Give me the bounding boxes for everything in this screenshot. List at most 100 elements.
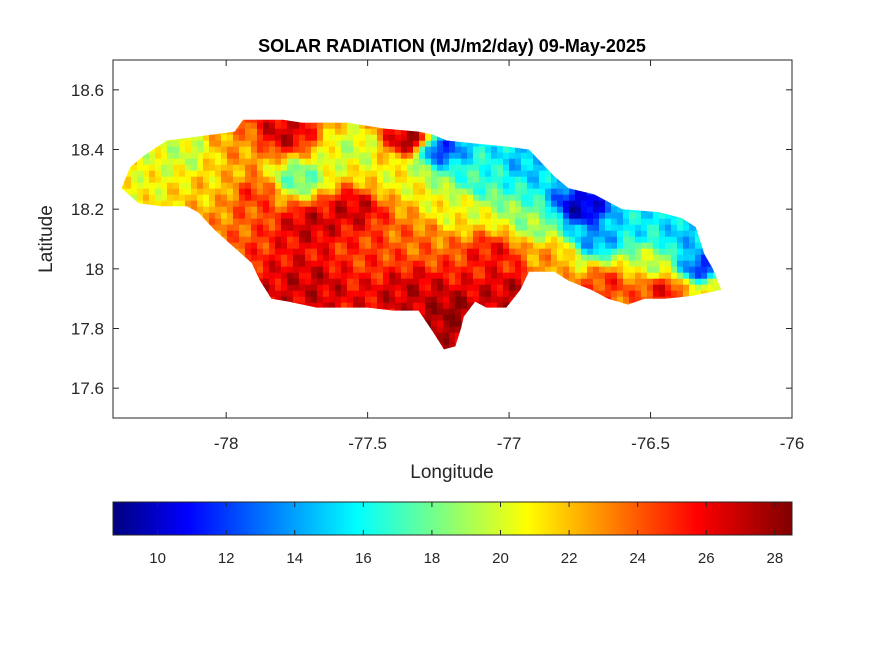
radiation-cell — [455, 242, 462, 250]
radiation-cell — [323, 140, 330, 148]
radiation-cell — [449, 302, 456, 310]
radiation-cell — [587, 224, 594, 232]
radiation-cell — [455, 260, 462, 268]
radiation-cell — [527, 200, 534, 208]
radiation-cell — [317, 188, 324, 196]
radiation-cell — [233, 152, 240, 160]
radiation-cell — [431, 218, 438, 226]
radiation-cell — [497, 206, 504, 214]
radiation-cell — [353, 224, 360, 232]
radiation-cell — [623, 230, 630, 238]
radiation-cell — [659, 284, 666, 292]
radiation-cell — [311, 182, 318, 190]
radiation-cell — [497, 158, 504, 166]
radiation-cell — [485, 158, 492, 166]
radiation-cell — [323, 224, 330, 232]
radiation-cell — [443, 308, 450, 316]
radiation-cell — [455, 212, 462, 220]
radiation-cell — [293, 134, 300, 142]
radiation-cell — [335, 170, 342, 178]
radiation-cell — [437, 230, 444, 238]
radiation-cell — [353, 248, 360, 256]
radiation-cell — [641, 260, 648, 268]
radiation-cell — [611, 218, 618, 226]
radiation-cell — [149, 176, 156, 184]
radiation-cell — [647, 236, 654, 244]
radiation-cell — [389, 188, 396, 196]
radiation-cell — [275, 212, 282, 220]
radiation-cell — [593, 278, 600, 286]
radiation-cell — [431, 278, 438, 286]
radiation-cell — [353, 236, 360, 244]
radiation-cell — [383, 212, 390, 220]
radiation-cell — [281, 290, 288, 298]
colorbar-tick-label: 26 — [698, 550, 715, 567]
radiation-cell — [347, 278, 354, 286]
radiation-cell — [365, 182, 372, 190]
radiation-cell — [239, 119, 246, 124]
radiation-cell — [587, 230, 594, 238]
radiation-cell — [389, 254, 396, 262]
radiation-cell — [623, 248, 630, 256]
radiation-cell — [299, 272, 306, 280]
radiation-cell — [215, 182, 222, 190]
radiation-cell — [557, 194, 564, 202]
radiation-cell — [383, 164, 390, 172]
radiation-cell — [623, 278, 630, 286]
radiation-cell — [353, 290, 360, 298]
radiation-cell — [305, 236, 312, 244]
radiation-cell — [305, 158, 312, 166]
y-tick-label: 17.6 — [71, 379, 104, 398]
radiation-cell — [395, 188, 402, 196]
radiation-cell — [365, 224, 372, 232]
radiation-cell — [245, 254, 252, 262]
radiation-cell — [575, 230, 582, 238]
radiation-cell — [341, 188, 348, 196]
radiation-cell — [425, 260, 432, 268]
radiation-cell — [485, 224, 492, 232]
radiation-cell — [443, 158, 450, 166]
radiation-cell — [653, 272, 660, 280]
radiation-cell — [299, 206, 306, 214]
radiation-cell — [347, 134, 354, 142]
radiation-cell — [215, 212, 222, 220]
radiation-cell — [515, 206, 522, 214]
radiation-cell — [401, 140, 408, 148]
radiation-cell — [245, 206, 252, 214]
radiation-cell — [323, 194, 330, 202]
radiation-cell — [233, 128, 240, 136]
radiation-cell — [395, 206, 402, 214]
radiation-cell — [665, 290, 672, 298]
radiation-cell — [125, 188, 132, 196]
radiation-cell — [281, 140, 288, 148]
radiation-cell — [563, 194, 570, 202]
radiation-cell — [497, 212, 504, 220]
radiation-cell — [269, 248, 276, 256]
radiation-cell — [179, 200, 186, 208]
radiation-cell — [161, 146, 168, 154]
radiation-cell — [293, 164, 300, 172]
radiation-cell — [335, 254, 342, 262]
radiation-cell — [269, 212, 276, 220]
radiation-cell — [305, 182, 312, 190]
radiation-cell — [701, 254, 708, 262]
radiation-cell — [509, 188, 516, 196]
radiation-cell — [275, 290, 282, 298]
radiation-cell — [533, 266, 540, 274]
radiation-cell — [251, 224, 258, 232]
radiation-cell — [473, 146, 480, 154]
radiation-cell — [251, 176, 258, 184]
radiation-cell — [359, 206, 366, 214]
radiation-cell — [395, 140, 402, 148]
radiation-cell — [503, 146, 510, 154]
radiation-cell — [251, 152, 258, 160]
radiation-cell — [335, 200, 342, 208]
radiation-cell — [221, 176, 228, 184]
radiation-cell — [347, 170, 354, 178]
radiation-cell — [179, 146, 186, 154]
radiation-cell — [395, 260, 402, 268]
radiation-cell — [587, 200, 594, 208]
radiation-cell — [701, 266, 708, 274]
radiation-cell — [359, 164, 366, 172]
radiation-cell — [473, 212, 480, 220]
